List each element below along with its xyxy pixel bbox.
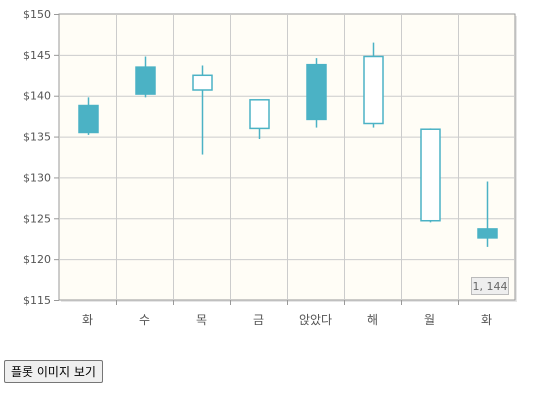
y-axis: $115 $120 $125 $130 $135 $140 $145 $150 bbox=[23, 8, 51, 307]
y-tick-label: $150 bbox=[23, 8, 51, 21]
cursor-coordinate-readout: 1, 144 bbox=[471, 277, 509, 295]
candle bbox=[477, 181, 498, 247]
candle bbox=[420, 128, 441, 223]
y-tick-label: $120 bbox=[23, 253, 51, 266]
candlestick-chart: $115 $120 $125 $130 $135 $140 $145 $150 화 수 목 금 앉았다… bbox=[23, 8, 517, 327]
candle-body bbox=[363, 55, 384, 125]
x-tick-label: 수 bbox=[139, 313, 150, 327]
y-tick-label: $130 bbox=[23, 171, 51, 184]
candle-body bbox=[477, 228, 498, 239]
y-tick-label: $145 bbox=[23, 49, 51, 62]
x-tick-label: 앉았다 bbox=[299, 313, 332, 327]
y-tick-label: $115 bbox=[23, 294, 51, 307]
x-axis: 화 수 목 금 앉았다 해 월 화 bbox=[82, 313, 492, 327]
candle bbox=[249, 99, 270, 140]
candle-body bbox=[249, 99, 270, 130]
y-tick-label: $140 bbox=[23, 90, 51, 103]
y-tick-label: $135 bbox=[23, 131, 51, 144]
candle-body bbox=[78, 104, 99, 134]
x-tick-label: 화 bbox=[82, 313, 93, 327]
candles bbox=[78, 42, 498, 247]
candle-body bbox=[135, 66, 156, 95]
candle-body bbox=[420, 128, 441, 222]
x-tick-label: 금 bbox=[253, 313, 264, 327]
x-tick-label: 해 bbox=[367, 313, 378, 327]
candle bbox=[192, 65, 213, 155]
candle-body bbox=[306, 63, 327, 121]
candle-body bbox=[192, 74, 213, 91]
candle bbox=[78, 97, 99, 135]
view-plot-image-button[interactable]: 플롯 이미지 보기 bbox=[4, 360, 103, 383]
x-tick-label: 월 bbox=[424, 313, 435, 327]
y-tick-label: $125 bbox=[23, 212, 51, 225]
x-tick-label: 화 bbox=[481, 313, 492, 327]
x-tick-label: 목 bbox=[196, 313, 207, 327]
candle bbox=[363, 42, 384, 128]
candle bbox=[135, 56, 156, 98]
candle bbox=[306, 58, 327, 128]
